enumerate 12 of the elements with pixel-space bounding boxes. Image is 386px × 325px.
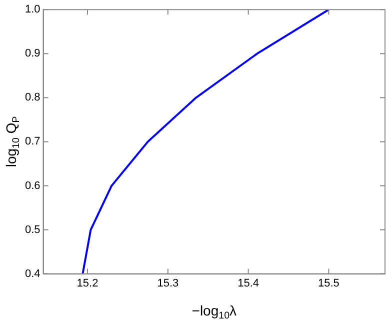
y-tick-label: 0.7: [24, 136, 40, 148]
x-tick-label: 15.5: [318, 277, 340, 290]
y-axis-title: log10 QP: [2, 116, 22, 168]
y-tick-label: 0.4: [24, 268, 40, 280]
x-tick-label: 15.4: [238, 277, 260, 290]
y-tick-label: 0.9: [24, 48, 40, 60]
y-tick-label: 1.0: [24, 4, 40, 16]
x-tick-label: 15.3: [157, 277, 179, 290]
y-tick-label: 0.5: [24, 224, 40, 236]
y-tick-label: 0.8: [24, 92, 40, 104]
x-tick-label: 15.2: [76, 277, 98, 290]
y-tick-label: 0.6: [24, 180, 40, 192]
